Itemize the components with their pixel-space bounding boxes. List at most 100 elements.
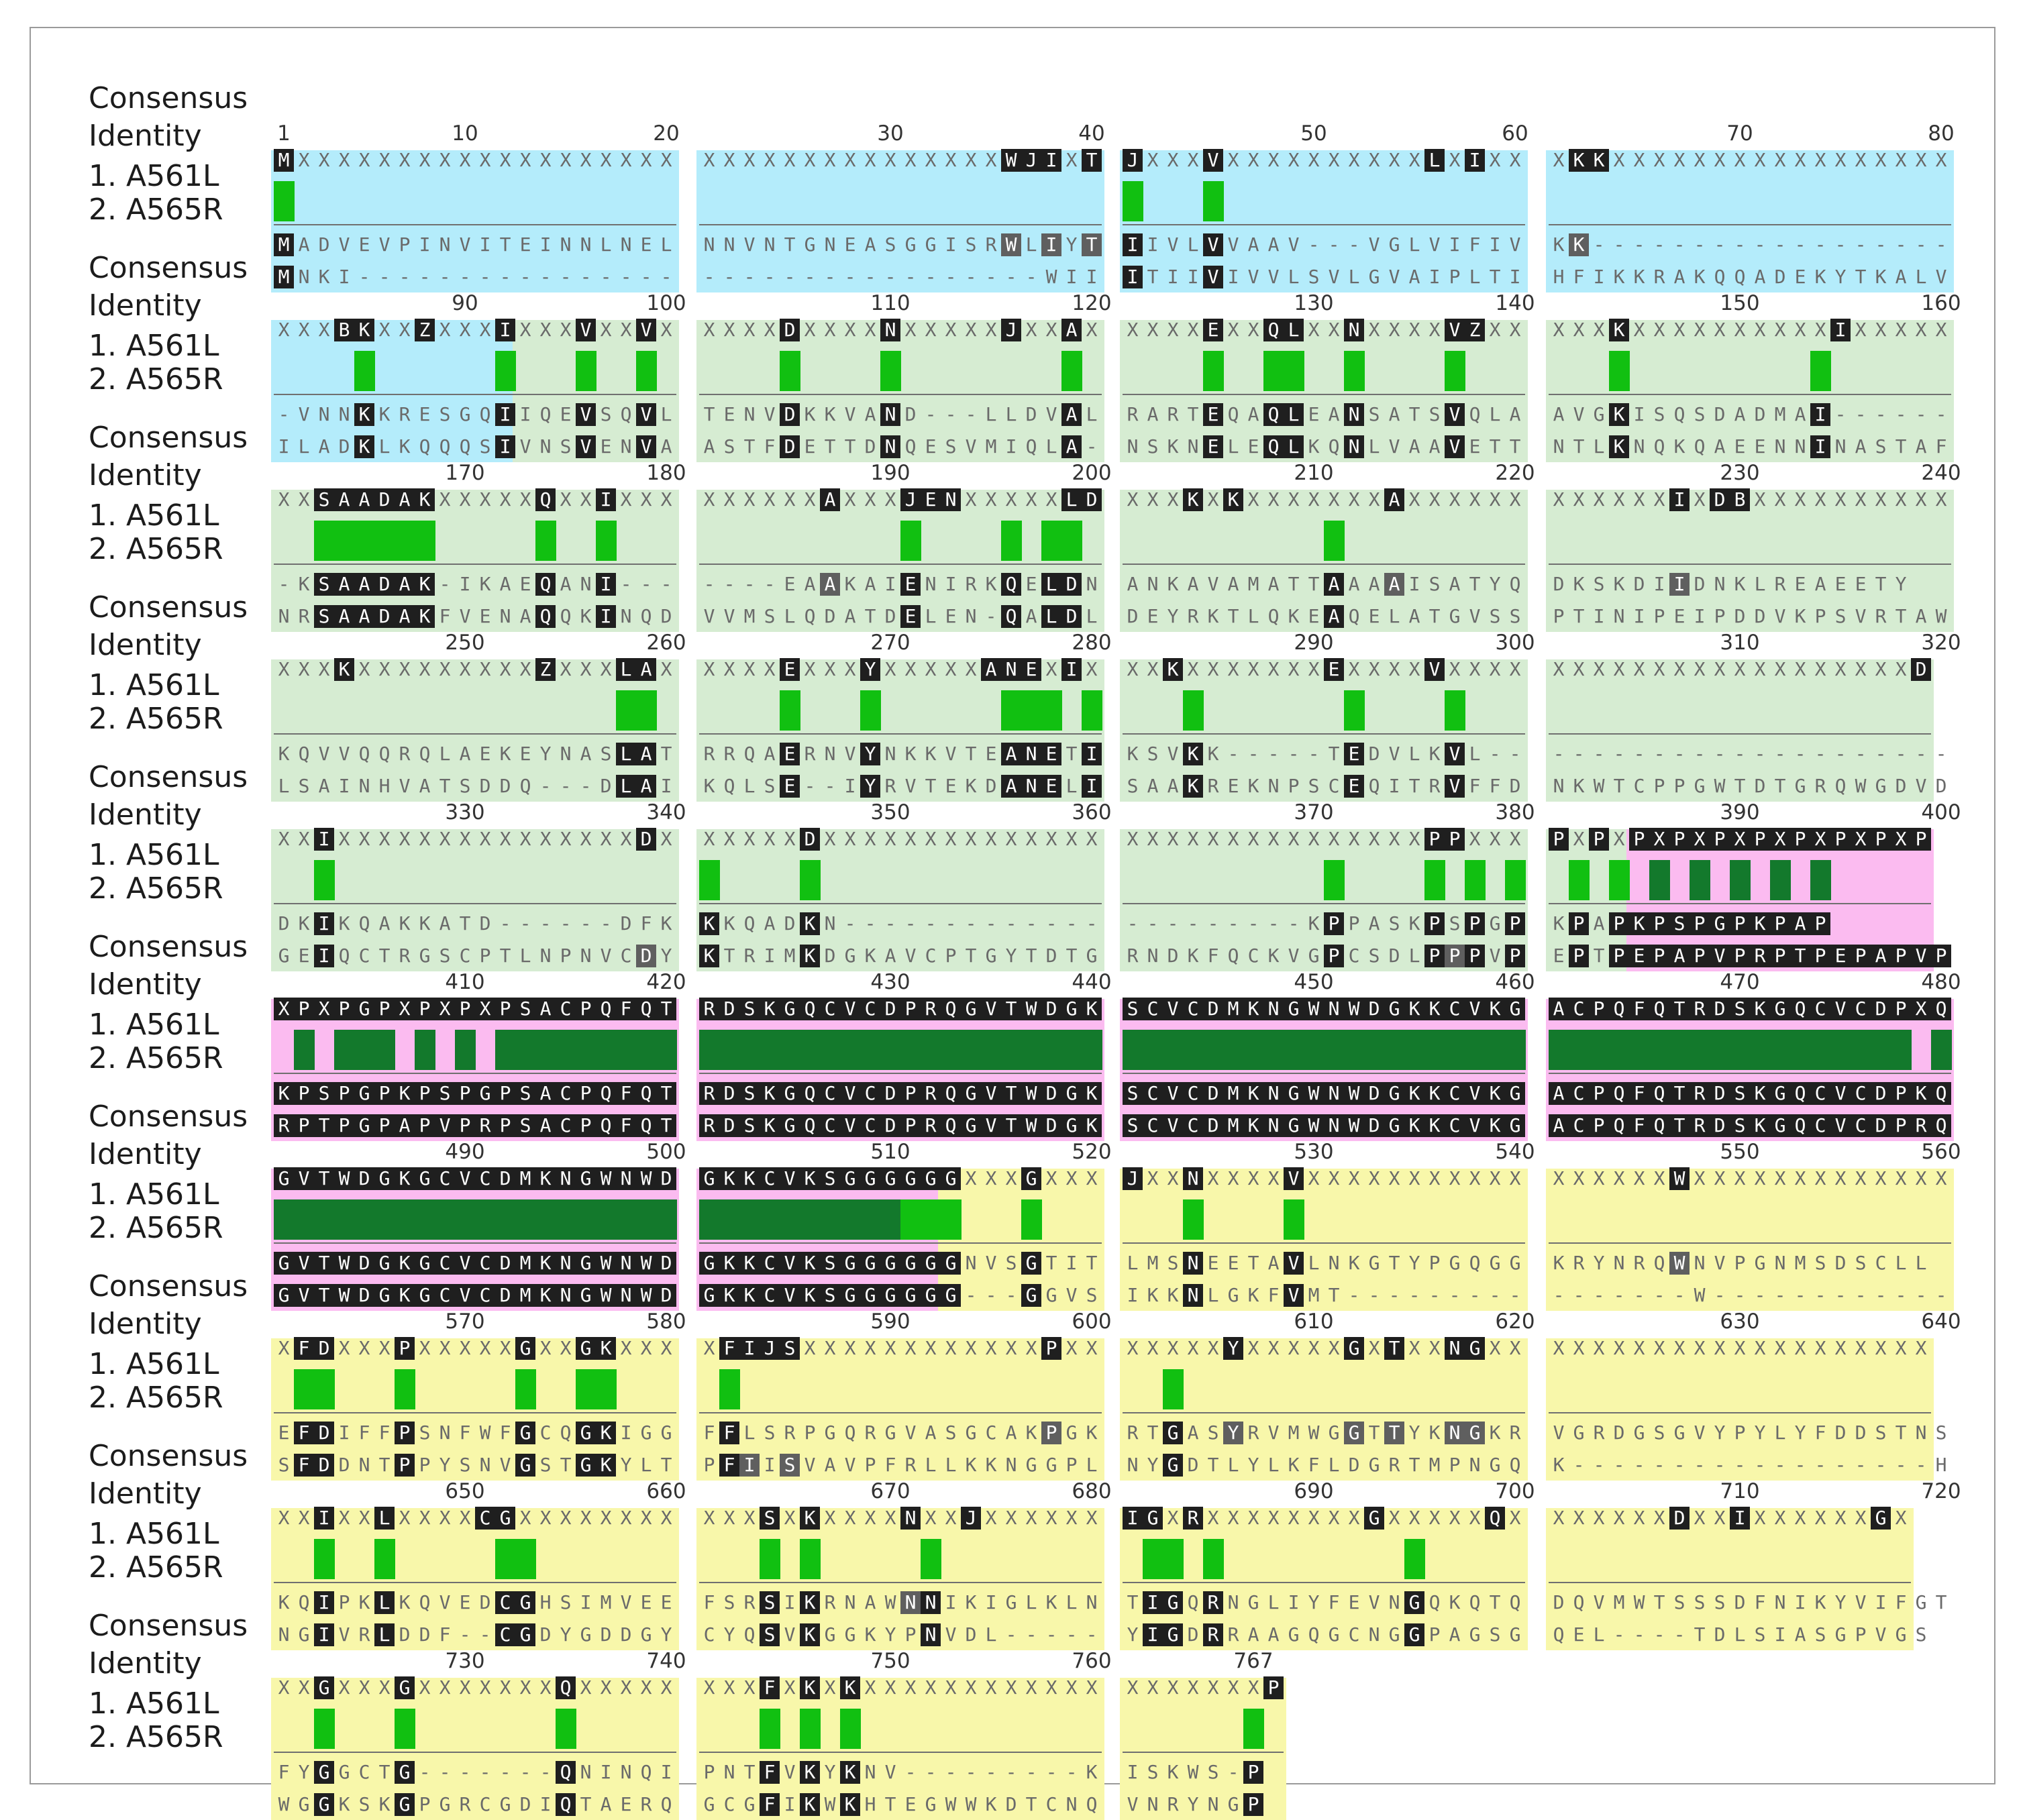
residue: R xyxy=(804,743,816,765)
residue: X xyxy=(620,149,632,171)
residue: N xyxy=(620,233,632,256)
residue: X xyxy=(884,1507,896,1529)
residue: P xyxy=(703,1761,715,1783)
residue: X xyxy=(1653,658,1665,680)
residue: N xyxy=(824,912,836,934)
residue: K xyxy=(1613,573,1625,595)
residue: Y xyxy=(860,743,880,765)
residue: P xyxy=(703,1454,715,1476)
residue: T xyxy=(1045,1252,1057,1274)
residue: - xyxy=(1653,233,1665,256)
residue: T xyxy=(1653,1591,1665,1613)
residue: Q xyxy=(535,605,556,628)
residue: - xyxy=(945,403,957,425)
residue: I xyxy=(884,573,896,595)
row-label: 2. A565R xyxy=(89,362,223,396)
residue: M xyxy=(1794,1252,1806,1274)
residue: X xyxy=(1408,149,1420,171)
residue: P xyxy=(576,1082,596,1105)
residue: Q xyxy=(1187,1591,1199,1613)
residue: X xyxy=(985,1337,997,1359)
residue: G xyxy=(576,1167,596,1190)
residue: R xyxy=(1227,1623,1239,1646)
residue: F xyxy=(294,1337,314,1360)
residue: H xyxy=(864,1793,876,1815)
residue: - xyxy=(660,573,672,595)
residue: P xyxy=(334,1114,354,1137)
residue: - xyxy=(580,775,592,797)
residue: T xyxy=(1875,573,1887,595)
identity-bar xyxy=(699,1199,720,1240)
residue: E xyxy=(985,743,997,765)
residue: X xyxy=(1754,1507,1766,1529)
identity-bar xyxy=(576,1030,596,1070)
residue: T xyxy=(656,1114,676,1137)
residue: Y xyxy=(1223,1422,1243,1444)
identity-bar xyxy=(921,1030,941,1070)
residue: N xyxy=(1774,435,1786,458)
residue: X xyxy=(399,658,411,680)
residue: - xyxy=(1489,743,1501,765)
residue: A xyxy=(1061,435,1082,458)
residue: X xyxy=(1267,828,1280,850)
identity-baseline xyxy=(1123,1582,1525,1583)
residue: X xyxy=(560,488,572,511)
residue: K xyxy=(985,1793,997,1815)
residue: Y xyxy=(1147,1454,1159,1476)
residue: K xyxy=(1429,743,1441,765)
residue: A xyxy=(354,488,374,511)
residue: X xyxy=(1005,828,1017,850)
position-tick: 120 xyxy=(1072,291,1112,315)
residue: - xyxy=(1593,743,1605,765)
residue: X xyxy=(844,828,856,850)
residue: - xyxy=(1814,1284,1826,1306)
residue: T xyxy=(1388,1252,1400,1274)
residue: D xyxy=(1734,605,1746,627)
residue: D xyxy=(620,912,632,934)
residue: X xyxy=(1187,1676,1199,1699)
residue: N xyxy=(965,1252,977,1274)
residue: K xyxy=(399,435,411,458)
residue: X xyxy=(824,319,836,341)
residue: X xyxy=(784,488,796,511)
residue: X xyxy=(824,1337,836,1359)
residue: X xyxy=(1489,319,1501,341)
residue: F xyxy=(640,912,652,934)
identity-bar xyxy=(780,351,800,391)
residue: - xyxy=(1834,1454,1847,1476)
residue: X xyxy=(1025,319,1037,341)
residue: G xyxy=(1465,1337,1485,1360)
residue: - xyxy=(1653,1623,1665,1646)
residue: T xyxy=(1593,945,1605,967)
residue: G xyxy=(1404,1623,1424,1646)
row-label: 1. A561L xyxy=(89,1177,219,1212)
residue: D xyxy=(1871,1114,1891,1137)
residue: G xyxy=(941,1167,961,1190)
residue: P xyxy=(1553,605,1565,627)
residue: G xyxy=(1284,998,1304,1020)
residue: G xyxy=(1489,1454,1501,1476)
residue: P xyxy=(1609,912,1629,935)
residue: S xyxy=(965,233,977,256)
residue: Q xyxy=(1469,1252,1481,1274)
residue: X xyxy=(1690,828,1710,851)
residue: - xyxy=(1855,1284,1867,1306)
residue: I xyxy=(784,1591,796,1613)
identity-baseline xyxy=(274,564,676,565)
residue: - xyxy=(1247,743,1259,765)
residue: K xyxy=(1449,1591,1461,1613)
residue: X xyxy=(1267,1337,1280,1359)
residue: X xyxy=(1167,1167,1179,1189)
residue: K xyxy=(1288,1454,1300,1476)
residue: P xyxy=(479,945,491,967)
residue: Q xyxy=(743,743,756,765)
residue: S xyxy=(739,998,760,1020)
residue: R xyxy=(884,775,896,797)
residue: K xyxy=(1147,1284,1159,1306)
residue: W xyxy=(1021,1114,1041,1137)
identity-baseline xyxy=(1123,224,1525,225)
identity-bar xyxy=(1183,1199,1204,1240)
identity-bar xyxy=(515,1030,536,1070)
